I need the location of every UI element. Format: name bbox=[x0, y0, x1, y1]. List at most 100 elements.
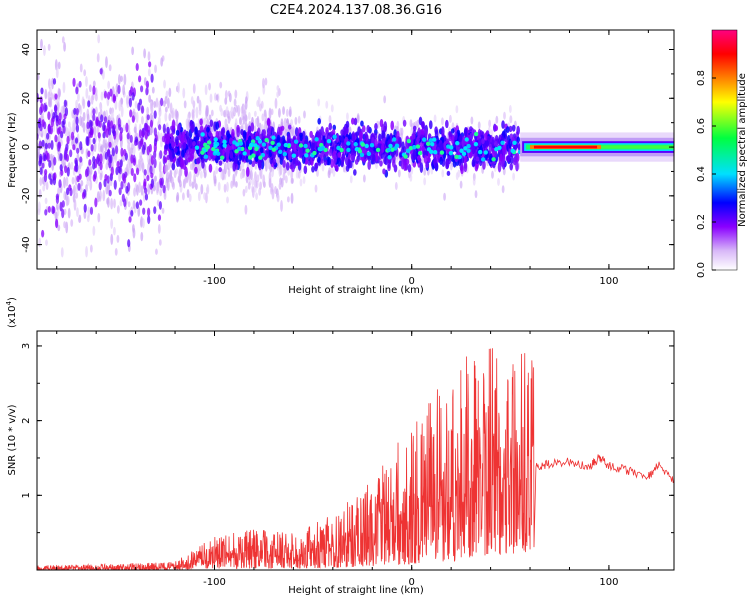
spectrogram-cell bbox=[234, 89, 238, 99]
spectrogram-cell bbox=[110, 197, 114, 210]
spectrogram-cell bbox=[73, 107, 77, 115]
spectrogram-peak bbox=[369, 143, 375, 148]
spectrogram-cell bbox=[155, 248, 158, 255]
spectrogram-cell bbox=[400, 160, 405, 170]
spectrogram-cell bbox=[79, 156, 83, 163]
spectrogram-cell bbox=[260, 123, 264, 131]
spectrogram-cell bbox=[86, 214, 90, 223]
spectrogram-cell bbox=[169, 156, 174, 162]
spectrogram-cell bbox=[145, 80, 150, 89]
spectrogram-cell bbox=[201, 158, 205, 169]
spectrogram-ytick-label: -20 bbox=[21, 188, 32, 204]
spectrogram-cell bbox=[143, 122, 148, 131]
spectrogram-cell bbox=[510, 155, 514, 164]
spectrogram-cell bbox=[363, 146, 367, 156]
spectrogram-cell bbox=[157, 224, 161, 234]
spectrogram-cell bbox=[128, 97, 133, 108]
spectrogram-peak bbox=[386, 147, 392, 153]
spectrogram-cell bbox=[197, 130, 201, 138]
spectrogram-cell bbox=[175, 129, 180, 136]
spectrogram-cell bbox=[339, 134, 344, 142]
spectrogram-cell bbox=[477, 121, 481, 130]
spectrogram-cell bbox=[321, 163, 325, 172]
spectrogram-cell bbox=[57, 101, 60, 110]
spectrogram-cell bbox=[302, 176, 306, 185]
spectrogram-cell bbox=[259, 133, 263, 140]
spectrogram-cell bbox=[86, 121, 90, 130]
spectrogram-peak bbox=[305, 148, 310, 153]
spectrogram-cell bbox=[103, 116, 108, 124]
spectrogram-cell bbox=[110, 218, 114, 229]
spectrogram-cell bbox=[218, 160, 223, 166]
spectrogram-cell bbox=[459, 180, 463, 189]
spectrogram-cell bbox=[209, 93, 213, 103]
spectrogram-cell bbox=[165, 135, 170, 145]
spectrogram-cell bbox=[72, 77, 76, 88]
spectrogram-cell bbox=[178, 171, 182, 180]
spectrogram-cell bbox=[210, 109, 214, 117]
spectrogram-cell bbox=[70, 161, 74, 171]
spectrogram-cell bbox=[146, 106, 150, 115]
spectrogram-cell bbox=[163, 191, 167, 201]
spectrogram-cell bbox=[259, 147, 264, 154]
spectrogram-cell bbox=[54, 93, 58, 100]
spectrogram-cell bbox=[380, 153, 385, 159]
colorbar-tick-label: 0.4 bbox=[696, 166, 707, 182]
spectrogram-cell bbox=[236, 127, 240, 138]
spectrogram-cell bbox=[118, 187, 122, 196]
spectrogram-cell bbox=[291, 164, 295, 173]
spectrogram-peak bbox=[357, 149, 363, 154]
spectrogram-cell bbox=[131, 92, 135, 101]
spectrogram-ytick-label: 40 bbox=[21, 43, 32, 56]
spectrogram-cell bbox=[146, 125, 151, 133]
spectrogram-cell bbox=[41, 119, 45, 128]
spectrogram-cell bbox=[54, 211, 58, 221]
spectrogram-cell bbox=[228, 92, 232, 103]
spectrogram-cell bbox=[213, 175, 217, 184]
spectrogram-cell bbox=[144, 187, 148, 194]
spectrogram-peak bbox=[255, 136, 260, 141]
spectrogram-cell bbox=[108, 64, 112, 72]
spectrogram-cell bbox=[454, 131, 458, 141]
spectrogram-cell bbox=[261, 113, 265, 122]
spectrogram-cell bbox=[239, 172, 243, 180]
spectrogram-cell bbox=[411, 132, 416, 140]
spectrogram-cell bbox=[497, 177, 500, 186]
spectrogram-peak bbox=[483, 150, 488, 155]
spectrogram-cell bbox=[44, 142, 48, 150]
spectrogram-peak bbox=[430, 141, 435, 147]
spectrogram-cell bbox=[168, 113, 172, 122]
spectrogram-cell bbox=[259, 103, 262, 112]
spectrogram-cell bbox=[83, 69, 87, 77]
spectrogram-cell bbox=[163, 156, 168, 163]
spectrogram-cell bbox=[124, 171, 128, 179]
spectrogram-cell bbox=[138, 181, 141, 194]
spectrogram-peak bbox=[346, 147, 351, 153]
spectrogram-cell bbox=[182, 192, 185, 201]
spectrogram-cell bbox=[89, 244, 93, 253]
spectrogram-peak bbox=[461, 151, 467, 157]
spectrogram-cell bbox=[92, 108, 96, 115]
spectrogram-cell bbox=[505, 126, 510, 133]
spectrogram-cell bbox=[256, 174, 260, 183]
spectrogram-peak bbox=[463, 146, 468, 151]
colorbar-tick-label: 0.2 bbox=[696, 214, 707, 230]
spectrogram-peak bbox=[390, 147, 395, 152]
spectrogram-panel: -100 0 100 -40 -20 0 20 40 Height of straight l… bbox=[7, 29, 675, 296]
spectrogram-cell bbox=[138, 98, 143, 106]
spectrogram-cell bbox=[509, 162, 514, 171]
spectrogram-cell bbox=[116, 205, 120, 214]
spectrogram-cell bbox=[395, 154, 399, 163]
spectrogram-peak bbox=[366, 151, 372, 157]
spectrogram-cell bbox=[97, 132, 101, 139]
snr-ytick-label: 3 bbox=[21, 343, 32, 349]
spectrogram-cell bbox=[181, 149, 185, 158]
spectrogram-peak bbox=[271, 147, 277, 152]
spectrogram-axes: -100 0 100 -40 -20 0 20 40 bbox=[21, 30, 674, 287]
spectrogram-peak bbox=[257, 139, 263, 144]
spectrogram-cell bbox=[194, 166, 198, 174]
spectrogram-cell bbox=[383, 95, 387, 104]
spectrogram-cell bbox=[255, 192, 258, 201]
spectrogram-cell bbox=[153, 150, 157, 160]
spectrogram-cell bbox=[394, 182, 398, 191]
